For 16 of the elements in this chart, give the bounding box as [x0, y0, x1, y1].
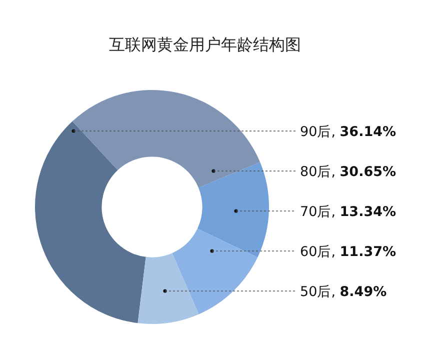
data-label: , 30.65%	[331, 164, 396, 180]
slice-label: 90后	[300, 124, 332, 140]
slice-label: 70后	[300, 204, 332, 220]
slice-label: 80后	[300, 164, 332, 180]
donut-slice	[72, 90, 260, 188]
data-label: , 8.49%	[331, 284, 388, 300]
donut-slice	[172, 228, 258, 314]
donut-slice	[197, 162, 269, 258]
data-label: , 36.14%	[331, 124, 396, 140]
donut-slice	[138, 253, 199, 324]
slice-label: 50后	[300, 284, 332, 300]
chart-title: 互联网黄金用户年龄结构图	[109, 35, 301, 54]
data-label: , 13.34%	[331, 204, 396, 220]
data-label: , 11.37%	[331, 244, 396, 260]
donut-slice	[35, 121, 146, 324]
slice-label: 60后	[300, 244, 332, 260]
